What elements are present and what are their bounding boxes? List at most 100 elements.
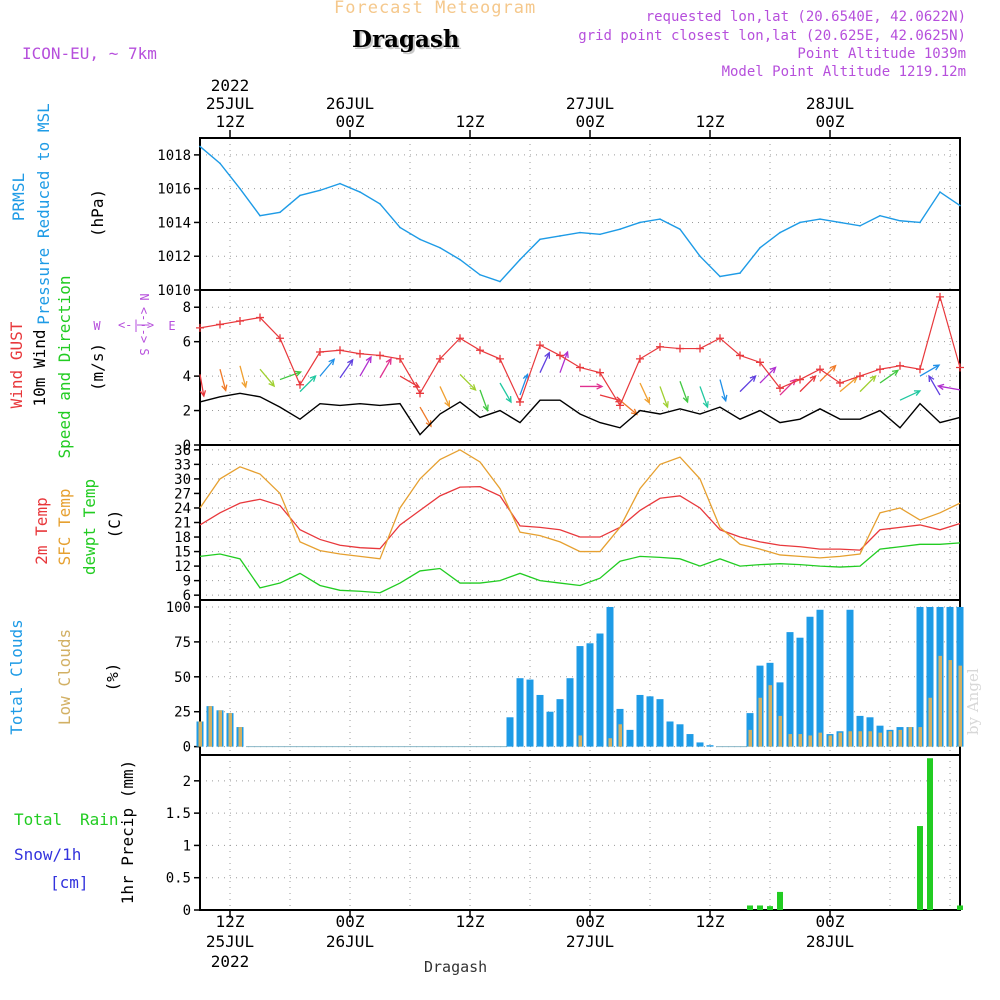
pressure-point <box>899 219 901 222</box>
precip-axis-title: 1hr Precip (mm) <box>118 760 137 905</box>
low-cloud-bar <box>238 727 242 747</box>
y-tick-label: 25 <box>174 705 191 721</box>
pressure-point <box>539 238 541 241</box>
wind-arrow <box>259 368 275 387</box>
pressure-point <box>679 228 681 230</box>
compass-arrows: <-|-> <box>118 318 154 332</box>
pressure-point <box>279 211 281 214</box>
x-date-label-top: 26JUL <box>326 94 374 113</box>
x-tick-label-top: 00Z <box>816 112 845 131</box>
total-cloud-bar <box>656 699 664 747</box>
low-cloud-bar <box>778 715 782 747</box>
wind-arrow-head <box>469 384 477 392</box>
model-point-altitude: Model Point Altitude 1219.12m <box>721 64 966 80</box>
y-tick-label: 0 <box>183 740 191 756</box>
footer-location: Dragash <box>424 958 488 976</box>
y-tick-label: 1016 <box>157 182 191 198</box>
x-tick-label-bottom: 00Z <box>816 912 845 931</box>
y-tick-label: 30 <box>174 472 191 488</box>
y-tick-label: 2 <box>183 774 191 790</box>
rain-axis-title-2: Rain <box>80 810 119 829</box>
compass-vertical-arrows: <-|-> <box>137 307 151 343</box>
total-cloud-bar <box>856 715 864 747</box>
gust-marker <box>656 342 664 351</box>
x-tick-label-bottom: 12Z <box>216 912 245 931</box>
panel-frame-precip <box>199 754 961 911</box>
pressure-point <box>959 204 961 207</box>
wind-speed-line <box>199 392 961 436</box>
pressure-point <box>479 274 481 276</box>
total-cloud-bar <box>816 609 824 747</box>
requested-coords: requested lon,lat (20.6540E, 42.0622N) <box>645 9 966 25</box>
total-cloud-bar <box>636 694 644 747</box>
gust-line <box>199 294 961 407</box>
total-cloud-bar <box>706 745 714 747</box>
panel-frame-pressure <box>199 137 961 291</box>
gust-marker <box>396 354 404 363</box>
low-cloud-bar <box>198 721 202 747</box>
low-cloud-bar <box>948 660 952 747</box>
wind-arrow-head <box>829 364 837 372</box>
x-tick-label-bottom: 00Z <box>336 912 365 931</box>
low-cloud-bar <box>608 738 612 747</box>
x-date-label-bottom: 27JUL <box>566 932 614 951</box>
pressure-point <box>239 187 241 190</box>
low-cloud-bar <box>958 665 962 747</box>
wind-arrow <box>279 371 301 381</box>
wind-arrow-head <box>268 380 276 388</box>
low-cloud-bar <box>858 731 862 747</box>
total-cloud-bar <box>606 606 614 747</box>
pressure-point <box>879 214 881 217</box>
low-cloud-bar <box>828 735 832 747</box>
wind-arrow <box>539 352 550 373</box>
y-tick-label: 0.5 <box>166 871 191 887</box>
wind-arrow-head <box>769 366 777 374</box>
wind-arrow <box>659 386 669 408</box>
total-cloud-bar <box>786 632 794 747</box>
pressure-point <box>219 162 221 165</box>
pressure-point <box>739 272 741 274</box>
wind-arrow <box>879 369 899 384</box>
wind-arrow <box>899 390 921 401</box>
pressure-point <box>259 214 261 217</box>
total-cloud-bar <box>846 609 854 747</box>
x-year-label-top: 2022 <box>211 76 250 95</box>
pressure-point <box>939 191 941 193</box>
wind-arrow <box>339 359 354 379</box>
pressure-point <box>599 233 601 236</box>
x-date-label-top: 28JUL <box>806 94 854 113</box>
wind-arrow <box>599 394 622 402</box>
x-tick-label-top: 00Z <box>576 112 605 131</box>
y-tick-label: 4 <box>183 369 191 385</box>
pressure-point <box>699 255 701 258</box>
gust-marker <box>736 351 744 360</box>
clouds-axis-unit: (%) <box>103 663 122 692</box>
wind-arrow-head <box>596 383 604 390</box>
wind-arrow <box>379 358 392 379</box>
x-tick-label-bottom: 00Z <box>576 912 605 931</box>
low-cloud-bar <box>848 731 852 747</box>
wind-arrow <box>359 356 372 377</box>
wind-arrow-head <box>385 357 392 365</box>
wind-arrow-head <box>444 400 451 408</box>
y-tick-label: 8 <box>183 300 191 316</box>
low-cloud-bar <box>618 724 622 747</box>
low-cloud-bar <box>888 731 892 747</box>
y-tick-label: 0 <box>183 438 191 454</box>
wind-arrow-head <box>913 390 922 396</box>
wind-arrow <box>739 375 757 393</box>
gust-marker <box>856 372 864 381</box>
pressure-point <box>759 246 761 249</box>
pressure-point <box>639 221 641 224</box>
y-tick-label: 1014 <box>157 215 191 231</box>
wind-arrow <box>619 399 638 415</box>
wind-arrow-head <box>702 401 709 409</box>
gust-marker <box>536 341 544 350</box>
dewpt-axis-title: dewpt Temp <box>80 479 99 575</box>
total-cloud-bar <box>646 696 654 747</box>
pressure-point <box>499 280 501 283</box>
gust-marker <box>456 334 464 343</box>
x-year-label-bottom: 2022 <box>211 952 250 971</box>
wind-arrow-head <box>682 395 689 404</box>
